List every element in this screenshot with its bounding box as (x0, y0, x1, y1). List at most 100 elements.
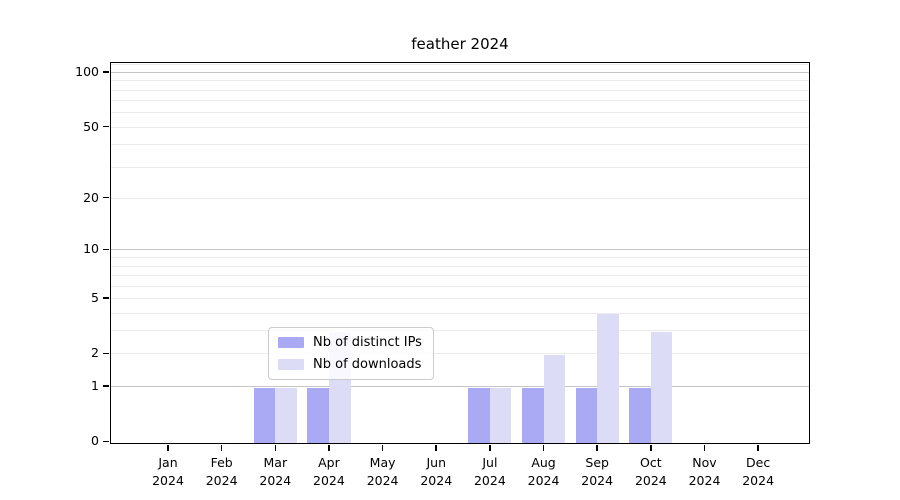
y-tick-label: 5 (91, 289, 99, 305)
x-tick-year: 2024 (366, 473, 399, 488)
x-tick-mark (328, 444, 330, 451)
x-tick-label: Oct 2024 (616, 454, 686, 490)
x-tick-month: Apr (318, 455, 340, 470)
x-tick-mark (435, 444, 438, 451)
x-tick-mark (757, 444, 759, 451)
y-tick-mark (103, 196, 109, 199)
x-tick-label: Dec 2024 (723, 454, 793, 490)
minor-gridline (111, 112, 809, 114)
x-tick-month: May (369, 455, 396, 470)
x-tick-mark (381, 444, 384, 451)
x-tick-year: 2024 (688, 473, 721, 488)
y-tick-mark (103, 248, 109, 251)
minor-gridline (111, 297, 809, 299)
bar-downloads-mar (275, 387, 297, 443)
y-tick-label: 0 (91, 433, 99, 449)
y-tick-label: 100 (75, 63, 99, 79)
bar-ips-sep (575, 387, 598, 443)
x-tick-year: 2024 (527, 473, 560, 488)
x-tick-mark (596, 444, 598, 451)
x-tick-month: Jun (426, 455, 447, 470)
y-tick-mark (103, 352, 109, 355)
legend-label: Nb of downloads (313, 357, 422, 372)
minor-gridline (111, 257, 809, 259)
plot-area: 0 1 2 5 10 20 50 100 Jan 2024 Feb 2024 Mar 2024 Apr 202… (75, 62, 810, 488)
x-tick-month: Jul (482, 455, 498, 470)
y-tick-label: 10 (83, 241, 99, 257)
x-tick-label: Aug 2024 (509, 454, 579, 490)
x-tick-label: Apr 2024 (294, 454, 364, 490)
bar-ips-jul (468, 387, 490, 443)
y-tick-mark (103, 297, 109, 299)
x-tick-month: Oct (640, 455, 662, 470)
bar-ips-apr (307, 387, 329, 443)
minor-gridline (111, 166, 809, 168)
x-tick-mark (542, 444, 545, 451)
chart-title: feather 2024 (411, 35, 509, 53)
y-tick-mark (103, 440, 109, 443)
x-tick-mark (650, 444, 652, 451)
legend-swatch-ips (278, 337, 304, 348)
x-tick-mark (489, 444, 491, 451)
legend-label: Nb of distinct IPs (313, 335, 422, 350)
minor-gridline (111, 144, 809, 146)
bar-ips-aug (521, 387, 544, 443)
x-tick-label: Jun 2024 (401, 454, 471, 490)
y-tick-mark (103, 71, 109, 73)
minor-gridline (111, 64, 809, 66)
legend-item-downloads: Nb of downloads (278, 357, 423, 372)
x-tick-mark (703, 444, 706, 451)
minor-gridline (111, 265, 809, 267)
minor-gridline (111, 197, 809, 199)
y-tick-label: 50 (83, 118, 99, 134)
x-tick-mark (274, 444, 277, 451)
minor-gridline (111, 330, 809, 332)
major-gridline (111, 249, 809, 251)
x-tick-label: Jul 2024 (455, 454, 525, 490)
x-tick-month: Mar (263, 455, 288, 470)
bar-ips-mar (253, 387, 276, 443)
x-tick-label: Mar 2024 (240, 454, 310, 490)
x-tick-month: Aug (531, 455, 556, 470)
minor-gridline (111, 312, 809, 314)
x-tick-label: Nov 2024 (670, 454, 740, 490)
minor-gridline (111, 80, 809, 82)
minor-gridline (111, 126, 809, 128)
x-tick-mark (220, 444, 223, 451)
legend-swatch-downloads (278, 359, 304, 370)
x-tick-label: Jan 2024 (133, 454, 203, 490)
legend-item-distinct-ips: Nb of distinct IPs (278, 335, 423, 350)
x-tick-year: 2024 (473, 473, 506, 488)
x-tick-month: Sep (585, 455, 609, 470)
x-tick-year: 2024 (420, 473, 453, 488)
bar-downloads-sep (597, 314, 619, 443)
legend: Nb of distinct IPs Nb of downloads (268, 327, 434, 380)
x-tick-year: 2024 (205, 473, 238, 488)
x-tick-year: 2024 (259, 473, 292, 488)
minor-gridline (111, 353, 809, 355)
x-tick-label: Sep 2024 (562, 454, 632, 490)
x-tick-month: Feb (210, 455, 233, 470)
y-tick-label: 1 (91, 377, 99, 393)
minor-gridline (111, 274, 809, 276)
x-tick-year: 2024 (581, 473, 614, 488)
x-tick-month: Jan (158, 455, 178, 470)
major-gridline (111, 71, 809, 73)
bar-downloads-aug (543, 355, 566, 443)
y-tick-label: 2 (91, 345, 99, 361)
x-tick-year: 2024 (742, 473, 775, 488)
x-tick-year: 2024 (313, 473, 345, 488)
x-tick-year: 2024 (634, 473, 667, 488)
x-tick-month: Dec (746, 455, 771, 470)
y-tick-label: 20 (83, 189, 99, 205)
y-tick-mark (103, 385, 109, 387)
bar-ips-oct (629, 387, 651, 443)
minor-gridline (111, 89, 809, 91)
x-tick-year: 2024 (152, 473, 184, 488)
x-tick-mark (167, 444, 169, 451)
minor-gridline (111, 100, 809, 102)
bar-downloads-oct (650, 332, 673, 443)
minor-gridline (111, 285, 809, 287)
x-tick-label: Feb 2024 (187, 454, 257, 490)
